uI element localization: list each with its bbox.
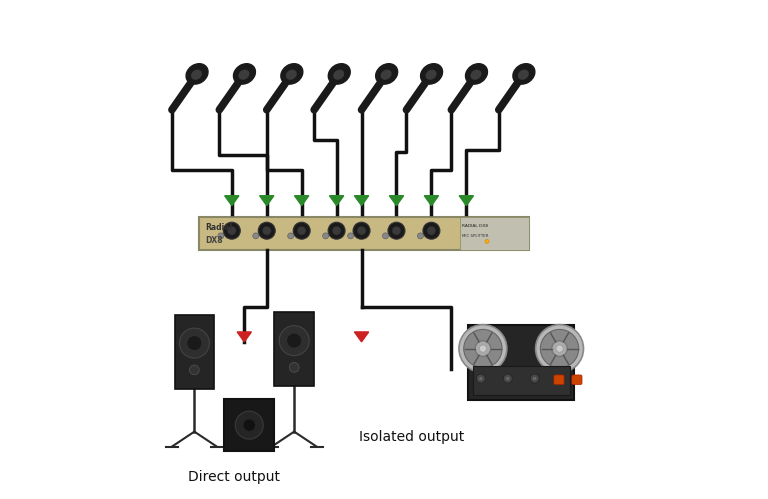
Circle shape [535, 325, 584, 373]
Circle shape [223, 222, 240, 239]
Circle shape [353, 222, 370, 239]
Polygon shape [424, 196, 439, 206]
Circle shape [392, 226, 401, 235]
Circle shape [253, 233, 259, 239]
Ellipse shape [513, 64, 535, 84]
Circle shape [218, 233, 223, 239]
Circle shape [476, 374, 485, 383]
Text: DX8: DX8 [205, 236, 223, 245]
Ellipse shape [421, 64, 442, 84]
Circle shape [290, 362, 299, 372]
Ellipse shape [286, 69, 296, 80]
Text: Direct output: Direct output [188, 470, 280, 484]
Circle shape [541, 329, 579, 368]
Polygon shape [389, 196, 404, 206]
FancyBboxPatch shape [468, 325, 574, 401]
Circle shape [328, 222, 345, 239]
FancyBboxPatch shape [224, 399, 274, 451]
Circle shape [288, 233, 293, 239]
Ellipse shape [376, 64, 398, 84]
Circle shape [332, 226, 341, 235]
Ellipse shape [328, 64, 350, 84]
Circle shape [556, 345, 563, 352]
Circle shape [297, 226, 306, 235]
Circle shape [388, 222, 405, 239]
FancyBboxPatch shape [459, 217, 528, 250]
Circle shape [505, 376, 510, 381]
Circle shape [227, 226, 237, 235]
Circle shape [235, 411, 263, 439]
FancyBboxPatch shape [174, 315, 214, 389]
FancyBboxPatch shape [200, 217, 528, 250]
Circle shape [187, 336, 202, 351]
Text: Isolated output: Isolated output [359, 430, 464, 444]
Text: MIC SPLITTER: MIC SPLITTER [462, 234, 488, 238]
Circle shape [180, 328, 210, 358]
Ellipse shape [186, 64, 208, 84]
Circle shape [418, 233, 423, 239]
FancyBboxPatch shape [554, 375, 564, 385]
Circle shape [190, 365, 199, 375]
Circle shape [485, 240, 489, 244]
Circle shape [532, 376, 537, 381]
Circle shape [293, 222, 310, 239]
Ellipse shape [465, 64, 488, 84]
Ellipse shape [425, 69, 436, 80]
Circle shape [530, 374, 539, 383]
Circle shape [475, 341, 491, 356]
Circle shape [503, 374, 512, 383]
Circle shape [262, 226, 271, 235]
Circle shape [357, 226, 366, 235]
Ellipse shape [333, 69, 344, 80]
Polygon shape [354, 196, 369, 206]
Text: RADIAL DX8: RADIAL DX8 [462, 224, 488, 228]
Circle shape [348, 233, 353, 239]
Ellipse shape [518, 69, 529, 80]
Circle shape [243, 419, 255, 431]
Circle shape [280, 326, 310, 356]
Circle shape [258, 222, 275, 239]
FancyBboxPatch shape [274, 312, 314, 387]
Polygon shape [459, 196, 473, 206]
Circle shape [382, 233, 389, 239]
Text: Radial: Radial [205, 223, 233, 232]
Ellipse shape [281, 64, 303, 84]
Polygon shape [237, 332, 251, 342]
Circle shape [464, 329, 502, 368]
Circle shape [478, 376, 483, 381]
Ellipse shape [471, 69, 482, 80]
Ellipse shape [191, 69, 202, 80]
Circle shape [286, 333, 302, 348]
Ellipse shape [233, 64, 256, 84]
Polygon shape [295, 196, 309, 206]
Polygon shape [260, 196, 274, 206]
Circle shape [323, 233, 329, 239]
FancyBboxPatch shape [572, 375, 582, 385]
FancyBboxPatch shape [472, 366, 570, 395]
Circle shape [459, 325, 507, 373]
Ellipse shape [238, 69, 250, 80]
Polygon shape [354, 332, 369, 342]
Polygon shape [225, 196, 239, 206]
Ellipse shape [381, 69, 392, 80]
Circle shape [423, 222, 440, 239]
Circle shape [479, 345, 486, 352]
Circle shape [427, 226, 436, 235]
Circle shape [551, 341, 568, 356]
Polygon shape [329, 196, 344, 206]
